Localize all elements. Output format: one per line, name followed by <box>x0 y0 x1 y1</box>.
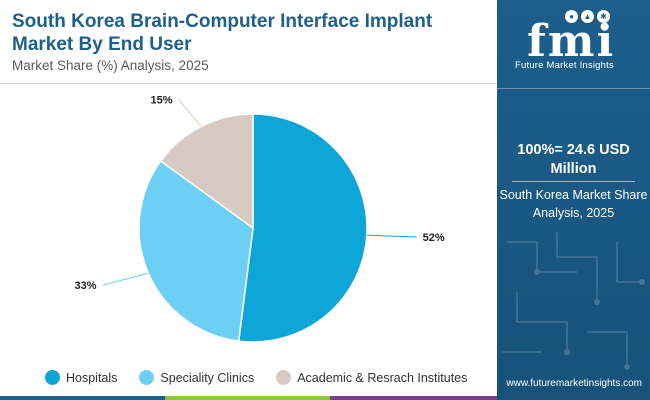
market-total: 100%= 24.6 USD Million <box>517 142 630 177</box>
legend: Hospitals Speciality Clinics Academic & … <box>45 370 489 385</box>
gear-icon: ✱ <box>597 10 610 23</box>
legend-swatch-academic-institutes <box>276 370 292 385</box>
logo-icons: ● ▲ ✱ <box>565 10 610 23</box>
pie-chart: 52% 33% 15% <box>74 95 445 343</box>
legend-label-hospitals: Hospitals <box>66 370 118 385</box>
sidebar-subtitle: South Korea Market Share Analysis, 2025 <box>499 188 648 220</box>
chart-subtitle: Market Share (%) Analysis, 2025 <box>12 58 209 73</box>
pie-slice-academic-institutes <box>159 113 254 230</box>
globe-icon: ● <box>565 10 578 23</box>
legend-label-academic-institutes: Academic & Resrach Institutes <box>297 370 468 385</box>
leader-line-speciality-clinics <box>102 272 149 286</box>
leader-line-hospitals <box>366 234 417 238</box>
bottom-color-bar <box>0 396 497 400</box>
bottom-bar-green <box>165 396 330 400</box>
website-link[interactable]: www.futuremarketinsights.com <box>506 378 642 389</box>
legend-swatch-speciality-clinics <box>139 370 155 385</box>
total-divider <box>512 181 635 182</box>
chart-title: South Korea Brain-Computer Interface Imp… <box>12 11 433 55</box>
header-divider <box>0 83 497 84</box>
legend-item-speciality-clinics: Speciality Clinics <box>139 370 254 385</box>
pie-slice-speciality-clinics <box>138 159 254 342</box>
legend-item-academic-institutes: Academic & Resrach Institutes <box>276 370 467 385</box>
legend-swatch-hospitals <box>45 370 60 385</box>
circuit-pattern <box>502 232 645 370</box>
data-label-speciality-clinics: 33% <box>74 280 96 292</box>
leader-line-academic-institutes <box>178 99 202 127</box>
fmi-logo: ● ▲ ✱ fmi Future Market Insights <box>507 4 640 74</box>
data-label-academic-institutes: 15% <box>151 95 173 107</box>
legend-label-speciality-clinics: Speciality Clinics <box>160 370 255 385</box>
sidebar-divider <box>497 88 650 89</box>
bottom-bar-blue <box>0 396 165 400</box>
bottom-bar-purple <box>330 396 497 400</box>
data-label-hospitals: 52% <box>423 232 445 244</box>
legend-item-hospitals: Hospitals <box>45 370 117 385</box>
logo-company-name: Future Market Insights <box>515 60 614 71</box>
info-sidebar: ● ▲ ✱ fmi Future Market Insights 100%= 2… <box>497 0 650 400</box>
chart-icon: ▲ <box>581 10 594 23</box>
pie-slice-hospitals <box>237 113 368 343</box>
logo-letters: fmi <box>527 16 616 67</box>
